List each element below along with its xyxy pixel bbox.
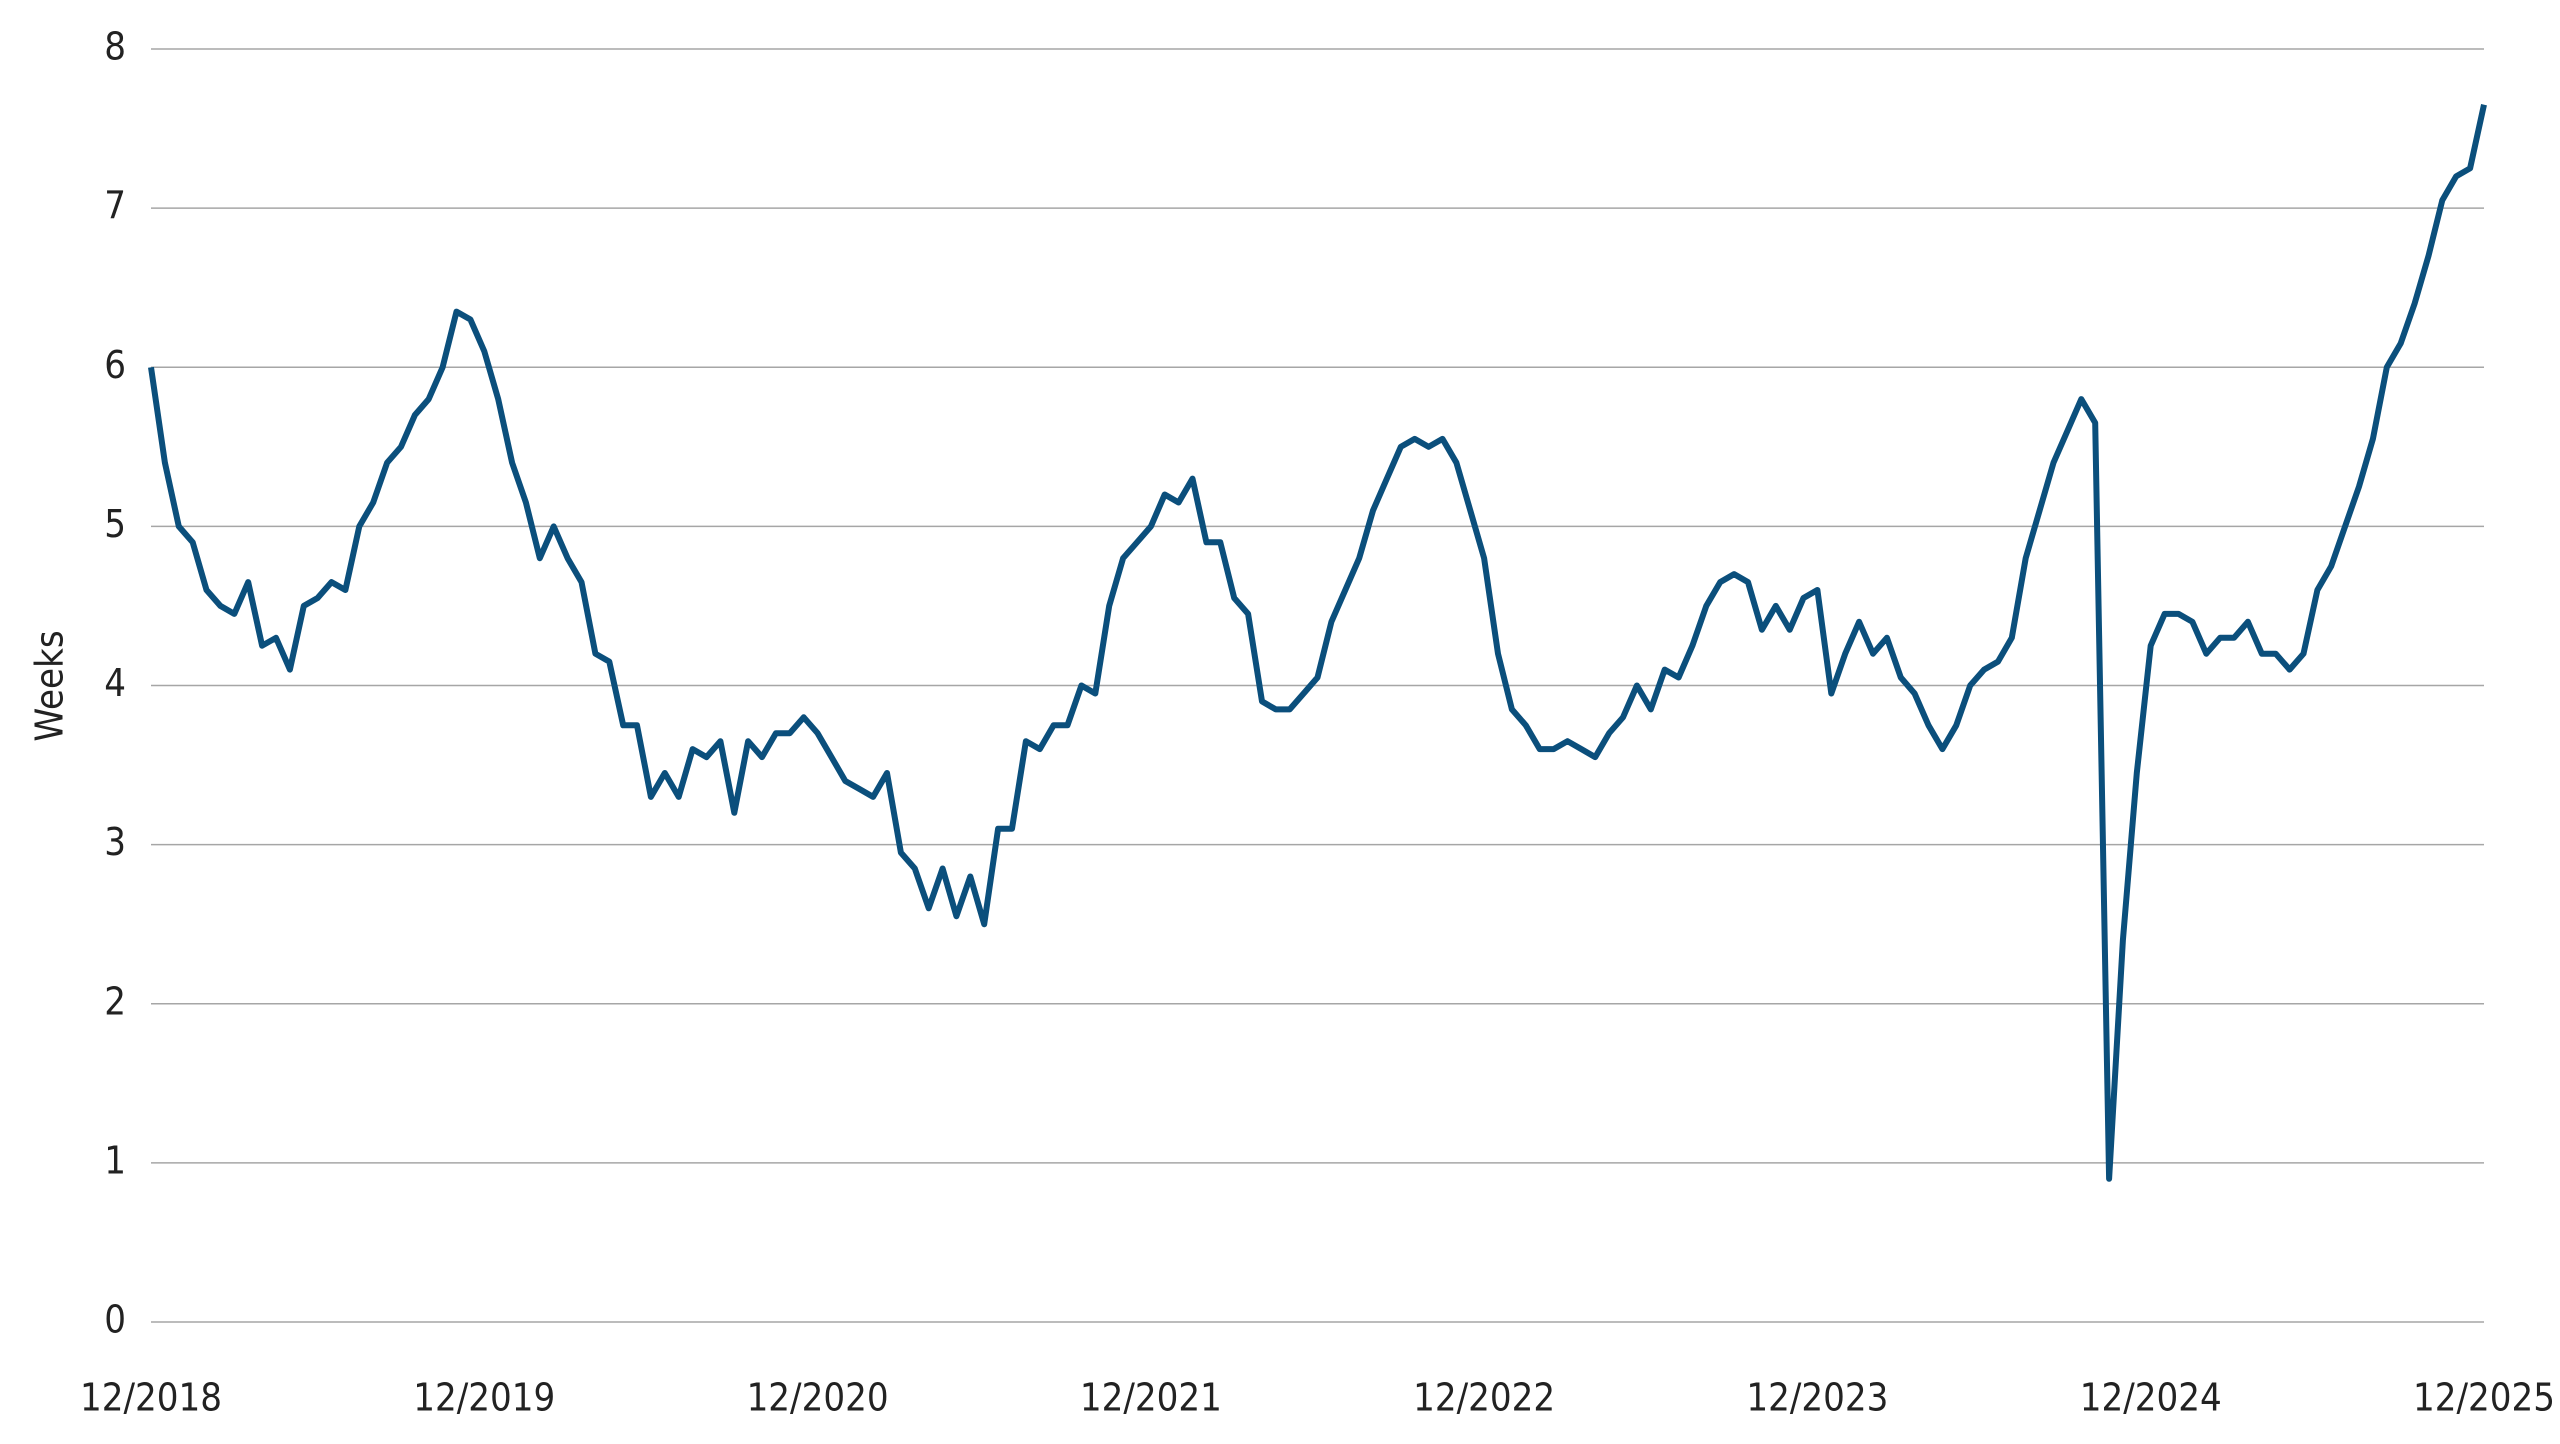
y-tick-label: 4 [104, 661, 126, 705]
data-line [148, 104, 2487, 1182]
x-tick-label: 12/2021 [1080, 1376, 1222, 1420]
x-tick-label: 12/2024 [2080, 1376, 2222, 1420]
x-tick-label: 12/2020 [747, 1376, 889, 1420]
x-tick-label: 12/2025 [2413, 1376, 2555, 1420]
y-tick-label: 5 [104, 502, 126, 546]
y-tick-label: 6 [104, 343, 126, 387]
y-tick-label: 1 [104, 1138, 126, 1182]
y-tick-label: 3 [104, 820, 126, 864]
y-tick-label: 7 [104, 184, 126, 228]
y-tick-label: 2 [104, 979, 126, 1023]
x-tick-label: 12/2018 [80, 1376, 222, 1420]
x-tick-label: 12/2022 [1413, 1376, 1555, 1420]
y-axis-label: Weeks [28, 630, 72, 741]
y-tick-label: 8 [104, 25, 126, 69]
x-tick-label: 12/2023 [1746, 1376, 1888, 1420]
y-tick-label: 0 [104, 1298, 126, 1342]
x-tick-label: 12/2019 [413, 1376, 555, 1420]
